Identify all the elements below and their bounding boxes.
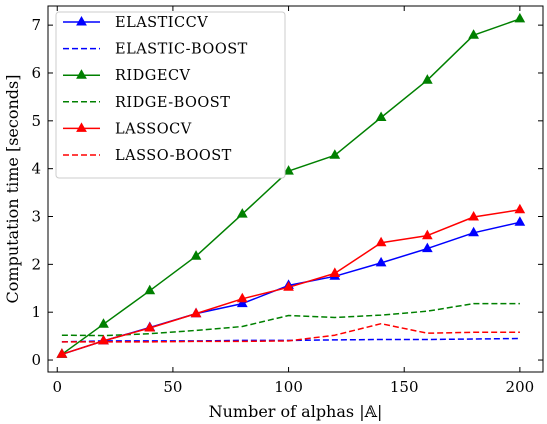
series-line-ridge-boost xyxy=(62,304,520,336)
data-point-ridgecv xyxy=(99,319,108,327)
x-tick-label: 50 xyxy=(163,378,182,396)
x-tick-label: 150 xyxy=(390,378,419,396)
x-tick-label: 100 xyxy=(274,378,303,396)
x-axis-label: Number of alphas |𝔸| xyxy=(209,402,383,421)
data-point-ridgecv xyxy=(145,286,154,294)
series-lassocv xyxy=(57,205,524,358)
data-point-lassocv xyxy=(330,268,339,276)
legend-label: RIDGE-BOOST xyxy=(115,95,230,111)
data-point-ridgecv xyxy=(515,14,524,22)
data-point-elasticcv xyxy=(515,217,524,225)
y-tick-label: 2 xyxy=(31,255,41,273)
y-tick-label: 4 xyxy=(31,160,41,178)
data-point-lassocv xyxy=(515,205,524,213)
y-tick-label: 6 xyxy=(31,64,41,82)
y-tick-label: 5 xyxy=(31,112,41,130)
y-axis-label: Computation time [seconds] xyxy=(3,75,22,304)
legend-label: ELASTIC-BOOST xyxy=(115,42,248,58)
series-ridge-boost xyxy=(62,304,520,336)
legend-label: LASSO-BOOST xyxy=(115,148,232,164)
y-tick-label: 7 xyxy=(31,16,41,34)
y-tick-label: 0 xyxy=(31,351,41,369)
x-tick-label: 0 xyxy=(52,378,62,396)
legend-label: ELASTICCV xyxy=(115,15,208,31)
data-point-ridgecv xyxy=(376,112,385,120)
x-tick-label: 200 xyxy=(506,378,535,396)
legend: ELASTICCV ELASTIC-BOOST RIDGECV RIDGE-BOOST… xyxy=(56,12,285,178)
y-tick-label: 1 xyxy=(31,303,41,321)
legend-label: LASSOCV xyxy=(115,121,192,137)
y-tick-label: 3 xyxy=(31,208,41,226)
data-point-ridgecv xyxy=(330,150,339,158)
legend-label: RIDGECV xyxy=(115,68,191,84)
